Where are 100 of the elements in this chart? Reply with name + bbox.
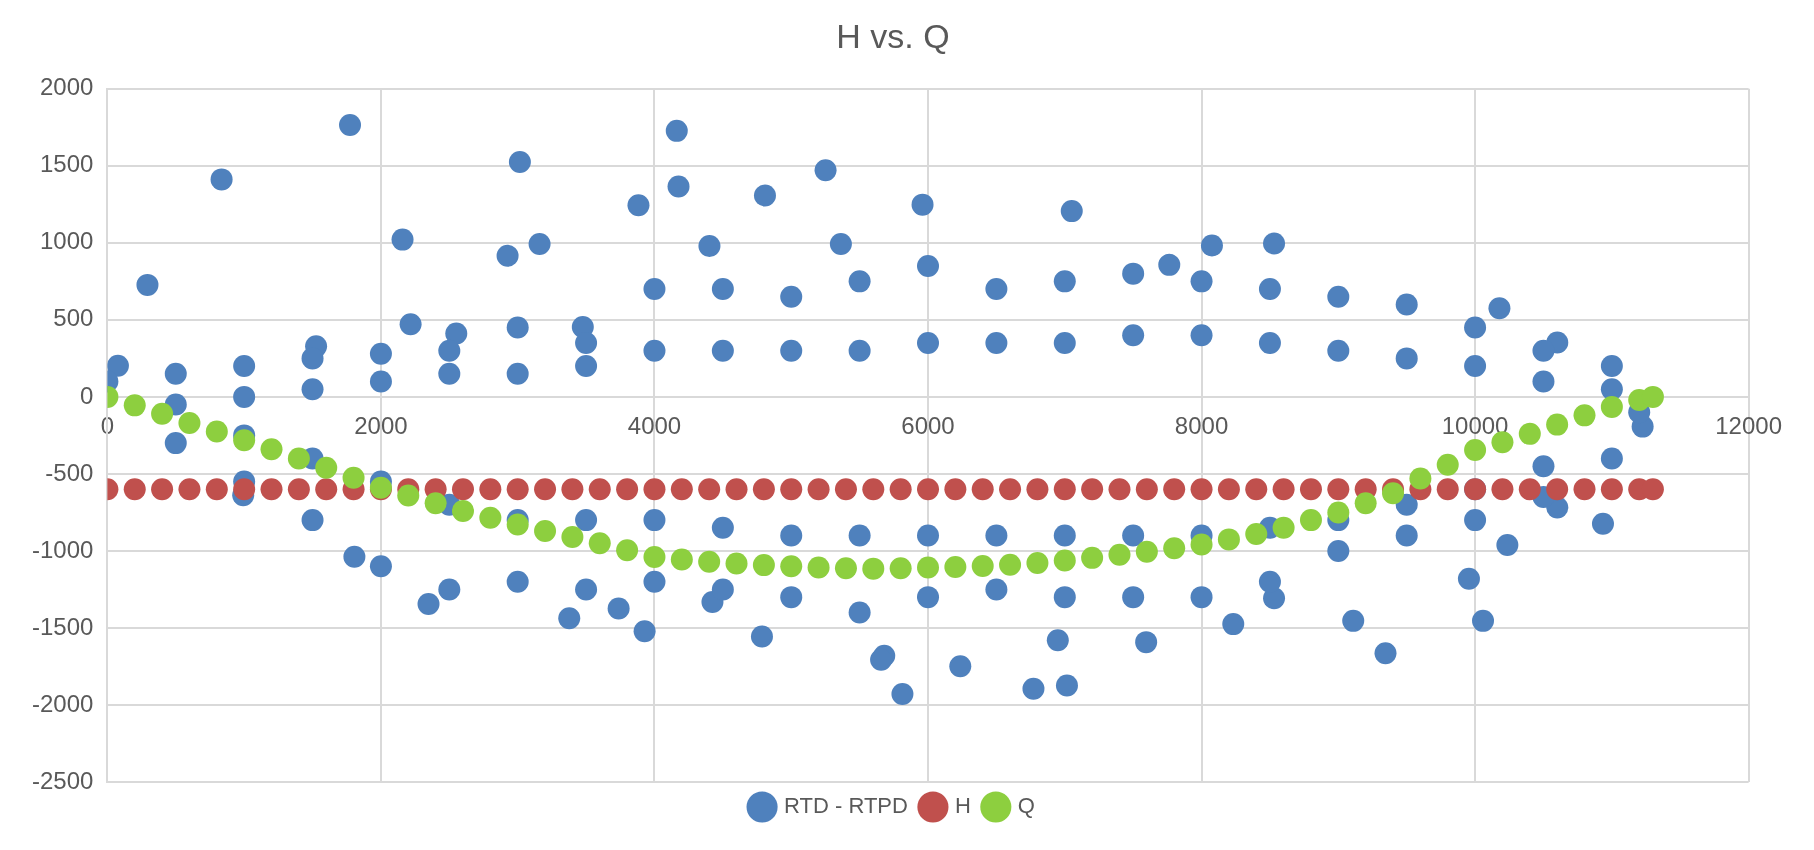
point (123, 394, 146, 417)
point (1163, 478, 1186, 501)
point (944, 555, 967, 578)
x-tick-label: 2000 (354, 411, 408, 439)
point (1518, 478, 1541, 501)
point (917, 478, 940, 501)
point (1546, 478, 1569, 501)
point (123, 478, 146, 501)
point (643, 546, 666, 569)
point (1217, 528, 1240, 551)
point (862, 478, 885, 501)
point (178, 478, 201, 501)
point (1026, 551, 1049, 574)
point (1641, 385, 1664, 408)
point (151, 478, 174, 501)
point (698, 550, 721, 573)
point (1053, 478, 1076, 501)
point (233, 429, 256, 452)
point (451, 499, 474, 522)
point (999, 553, 1022, 576)
point (1573, 404, 1596, 427)
point (397, 484, 420, 507)
point (834, 478, 857, 501)
point (561, 478, 584, 501)
legend-label: H (954, 793, 971, 819)
x-tick-label: 6000 (901, 411, 955, 439)
point (889, 557, 912, 580)
point (698, 478, 721, 501)
point (807, 556, 830, 579)
point (534, 478, 557, 501)
point (616, 539, 639, 562)
point (315, 456, 338, 479)
point (1573, 478, 1596, 501)
point (917, 556, 940, 579)
point (479, 478, 502, 501)
point (1163, 537, 1186, 560)
point (1327, 501, 1350, 524)
point (1491, 478, 1514, 501)
legend-label: Q (1017, 793, 1035, 819)
point (643, 478, 666, 501)
y-tick-label: -2500 (31, 766, 94, 794)
point (1190, 533, 1213, 556)
point (780, 478, 803, 501)
point (1108, 478, 1131, 501)
point (889, 478, 912, 501)
point (1135, 540, 1158, 563)
point (1135, 478, 1158, 501)
y-tick-label: 500 (53, 304, 94, 332)
point (506, 478, 529, 501)
point (1081, 546, 1104, 569)
y-tick-label: 1000 (39, 227, 94, 255)
y-tick-label: -2000 (31, 689, 94, 717)
y-tick-label: 1500 (39, 150, 94, 178)
point (1600, 395, 1623, 418)
x-tick-label: 10000 (1441, 411, 1509, 439)
point (534, 519, 557, 542)
point (1053, 549, 1076, 572)
point (670, 478, 693, 501)
point (506, 513, 529, 536)
point (1436, 453, 1459, 476)
point (971, 555, 994, 578)
y-tick-label: 0 (80, 381, 94, 409)
point (1464, 439, 1487, 462)
point (1299, 478, 1322, 501)
point (588, 532, 611, 555)
point (315, 478, 338, 501)
point (616, 478, 639, 501)
chart-title: H vs. Q (836, 16, 950, 55)
point (1245, 478, 1268, 501)
x-tick-label: 8000 (1174, 411, 1229, 439)
legend-label: RTD - RTPD (784, 793, 908, 819)
point (1217, 478, 1240, 501)
point (1354, 492, 1377, 515)
point (725, 478, 748, 501)
point (670, 548, 693, 571)
x-tick-label: 12000 (1715, 411, 1783, 439)
point (752, 478, 775, 501)
point (1518, 422, 1541, 445)
point (725, 552, 748, 575)
point (1026, 478, 1049, 501)
point (1108, 543, 1131, 566)
point (999, 478, 1022, 501)
point (588, 478, 611, 501)
point (479, 506, 502, 529)
x-tick-label: 4000 (627, 411, 682, 439)
point (1546, 413, 1569, 436)
point (780, 555, 803, 578)
point (862, 557, 885, 580)
point (260, 478, 283, 501)
point (424, 492, 447, 515)
point (451, 478, 474, 501)
point (287, 447, 310, 470)
point (1081, 478, 1104, 501)
point (1600, 478, 1623, 501)
point (944, 478, 967, 501)
point (205, 420, 228, 443)
point (1190, 478, 1213, 501)
y-tick-label: -500 (45, 458, 94, 486)
point (233, 478, 256, 501)
point (1327, 478, 1350, 501)
